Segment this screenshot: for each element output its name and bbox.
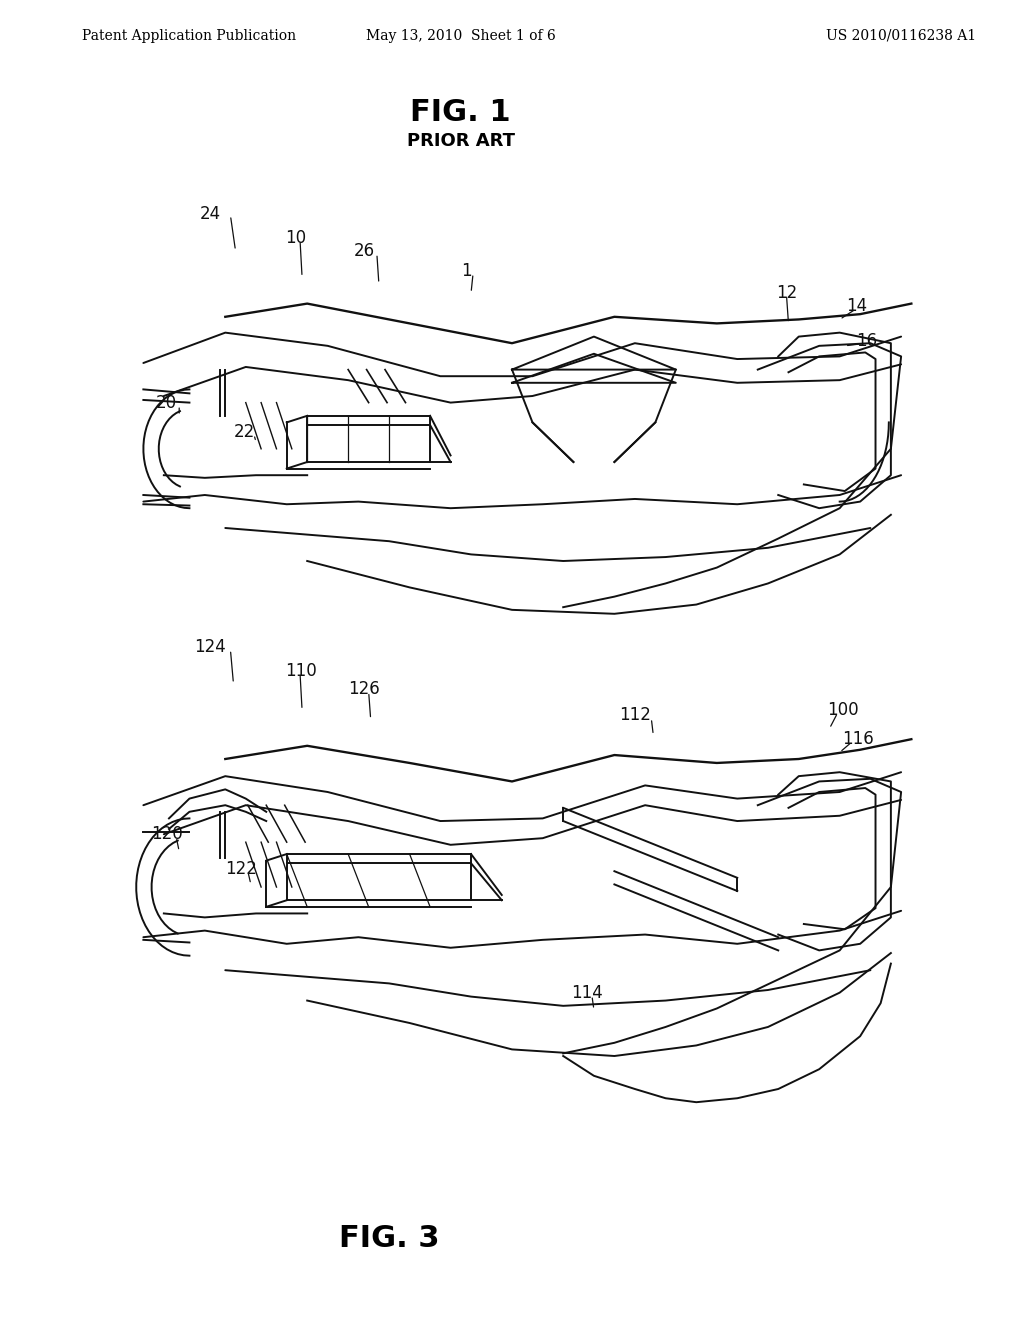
Text: 10: 10 bbox=[285, 228, 306, 247]
Text: 124: 124 bbox=[195, 638, 226, 656]
Text: 20: 20 bbox=[156, 393, 177, 412]
Text: 16: 16 bbox=[856, 331, 878, 350]
Text: 112: 112 bbox=[620, 706, 651, 725]
Text: 100: 100 bbox=[827, 701, 859, 719]
Text: 12: 12 bbox=[776, 284, 798, 302]
Text: FIG. 3: FIG. 3 bbox=[339, 1224, 439, 1253]
Text: PRIOR ART: PRIOR ART bbox=[407, 132, 515, 150]
Text: 14: 14 bbox=[846, 297, 867, 315]
Text: May 13, 2010  Sheet 1 of 6: May 13, 2010 Sheet 1 of 6 bbox=[366, 29, 556, 42]
Text: 110: 110 bbox=[285, 661, 316, 680]
Text: 1: 1 bbox=[461, 261, 471, 280]
Text: 126: 126 bbox=[348, 680, 380, 698]
Text: 120: 120 bbox=[152, 825, 183, 843]
Text: 22: 22 bbox=[233, 422, 255, 441]
Text: 26: 26 bbox=[353, 242, 375, 260]
Text: 114: 114 bbox=[571, 983, 603, 1002]
Text: Patent Application Publication: Patent Application Publication bbox=[82, 29, 296, 42]
Text: 122: 122 bbox=[225, 859, 257, 878]
Text: US 2010/0116238 A1: US 2010/0116238 A1 bbox=[826, 29, 976, 42]
Text: FIG. 1: FIG. 1 bbox=[411, 98, 511, 127]
Text: 116: 116 bbox=[842, 730, 873, 748]
Text: 24: 24 bbox=[200, 205, 221, 223]
